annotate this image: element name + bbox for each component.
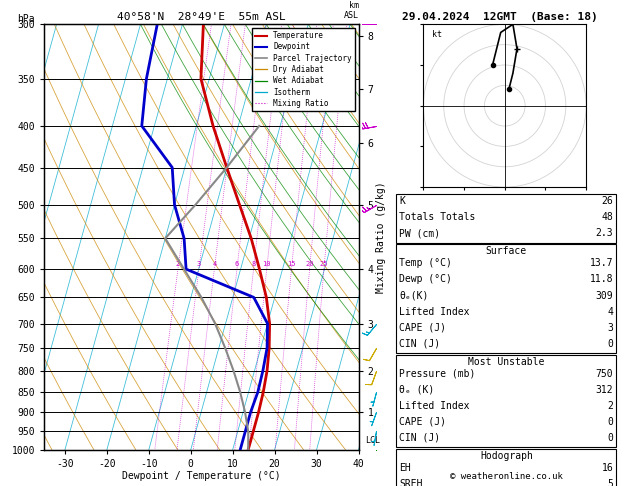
Text: K: K: [399, 196, 405, 207]
Text: CIN (J): CIN (J): [399, 339, 440, 348]
Title: 40°58'N  28°49'E  55m ASL: 40°58'N 28°49'E 55m ASL: [117, 12, 286, 22]
Text: 48: 48: [601, 212, 613, 223]
Text: SREH: SREH: [399, 479, 423, 486]
Text: Hodograph: Hodograph: [480, 451, 533, 461]
Text: Lifted Index: Lifted Index: [399, 307, 470, 316]
Text: km
ASL: km ASL: [343, 0, 359, 20]
Text: 0: 0: [608, 339, 613, 348]
Text: CIN (J): CIN (J): [399, 433, 440, 443]
Text: 25: 25: [320, 261, 328, 267]
Text: 0: 0: [608, 417, 613, 427]
Text: Dewp (°C): Dewp (°C): [399, 275, 452, 284]
Text: 15: 15: [287, 261, 296, 267]
Text: 750: 750: [596, 368, 613, 379]
X-axis label: Dewpoint / Temperature (°C): Dewpoint / Temperature (°C): [122, 471, 281, 481]
Text: 16: 16: [601, 463, 613, 473]
Text: EH: EH: [399, 463, 411, 473]
Text: CAPE (J): CAPE (J): [399, 417, 447, 427]
Text: θₑ(K): θₑ(K): [399, 291, 429, 300]
Text: 2.3: 2.3: [596, 228, 613, 239]
Text: θₑ (K): θₑ (K): [399, 385, 435, 395]
Text: 8: 8: [252, 261, 255, 267]
Text: 20: 20: [305, 261, 314, 267]
Text: 13.7: 13.7: [590, 259, 613, 268]
Text: 4: 4: [212, 261, 216, 267]
Text: hPa: hPa: [18, 14, 35, 24]
Text: Lifted Index: Lifted Index: [399, 400, 470, 411]
Y-axis label: Mixing Ratio (g/kg): Mixing Ratio (g/kg): [376, 181, 386, 293]
Legend: Temperature, Dewpoint, Parcel Trajectory, Dry Adiabat, Wet Adiabat, Isotherm, Mi: Temperature, Dewpoint, Parcel Trajectory…: [252, 28, 355, 111]
Text: PW (cm): PW (cm): [399, 228, 440, 239]
Text: 29.04.2024  12GMT  (Base: 18): 29.04.2024 12GMT (Base: 18): [402, 12, 598, 22]
Text: 5: 5: [608, 479, 613, 486]
Text: 3: 3: [608, 323, 613, 332]
Text: 3: 3: [197, 261, 201, 267]
Text: © weatheronline.co.uk: © weatheronline.co.uk: [450, 472, 563, 481]
Text: 312: 312: [596, 385, 613, 395]
Text: Surface: Surface: [486, 246, 527, 257]
Text: 11.8: 11.8: [590, 275, 613, 284]
Text: LCL: LCL: [365, 436, 380, 445]
Text: 2: 2: [608, 400, 613, 411]
Text: Totals Totals: Totals Totals: [399, 212, 476, 223]
Text: 10: 10: [262, 261, 271, 267]
Text: 309: 309: [596, 291, 613, 300]
Text: kt: kt: [431, 30, 442, 38]
Text: 6: 6: [235, 261, 239, 267]
Text: 4: 4: [608, 307, 613, 316]
Text: 0: 0: [608, 433, 613, 443]
Text: 2: 2: [175, 261, 180, 267]
Text: 26: 26: [601, 196, 613, 207]
Text: Most Unstable: Most Unstable: [468, 357, 545, 366]
Text: CAPE (J): CAPE (J): [399, 323, 447, 332]
Text: Pressure (mb): Pressure (mb): [399, 368, 476, 379]
Text: Temp (°C): Temp (°C): [399, 259, 452, 268]
